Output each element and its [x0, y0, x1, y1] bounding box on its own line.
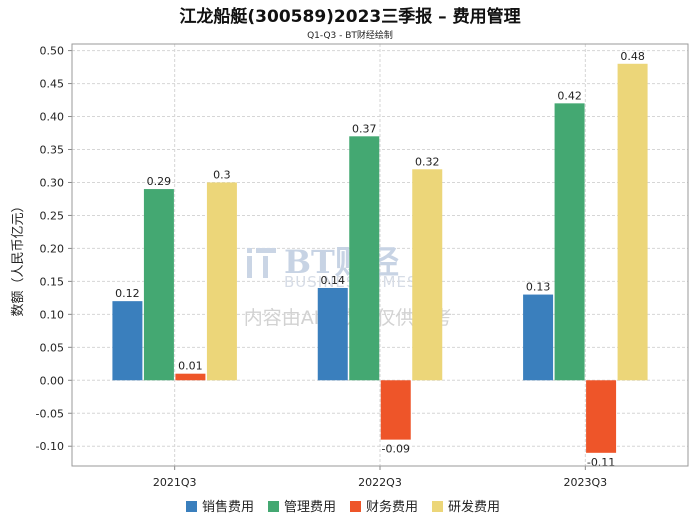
- legend-label: 销售费用: [202, 499, 254, 515]
- bar: [554, 103, 585, 381]
- bar: [412, 169, 443, 381]
- legend-swatch: [268, 501, 279, 512]
- y-tick-label: -0.10: [36, 440, 64, 453]
- chart-subtitle: Q1-Q3 - BT财经绘制: [307, 29, 393, 41]
- y-axis-label: 数额（人民币亿元）: [11, 199, 26, 316]
- bar-data-label: 0.32: [415, 155, 440, 168]
- bar: [523, 294, 554, 381]
- y-tick-label: 0.10: [40, 308, 65, 321]
- bar: [143, 189, 174, 381]
- bar-data-label: -0.11: [587, 456, 615, 469]
- x-tick-label: 2022Q3: [358, 476, 402, 489]
- x-tick-label: 2023Q3: [564, 476, 608, 489]
- watermark: BT财经 BUSINESSTIMES 内容由AI生成，仅供参考: [244, 243, 453, 329]
- legend: 销售费用 管理费用 财务费用 研发费用: [186, 499, 500, 515]
- legend-swatch: [350, 501, 361, 512]
- y-tick-label: 0.30: [40, 176, 65, 189]
- bar-data-label: 0.14: [321, 274, 346, 287]
- bar: [349, 136, 380, 381]
- watermark-note: 内容由AI生成，仅供参考: [244, 307, 453, 329]
- axes-layer: -0.10 -0.05 0.00 0.05 0.10 0.15 0.20 0.25 0.30 0.…: [36, 43, 689, 489]
- legend-label: 管理费用: [284, 500, 336, 515]
- watermark-brand: BT财经: [284, 243, 399, 281]
- y-tick-label: 0.25: [40, 209, 65, 222]
- bar-data-label: 0.37: [352, 122, 377, 135]
- bar-data-label: 0.13: [526, 281, 551, 294]
- y-tick-label: 0.35: [40, 144, 65, 157]
- bar-data-label: 0.12: [115, 287, 140, 300]
- chart-title: 江龙船艇(300589)2023三季报 – 费用管理: [179, 6, 520, 27]
- bar: [112, 301, 143, 381]
- y-tick-label: 0.15: [40, 275, 65, 288]
- bar-data-label: 0.01: [178, 360, 203, 373]
- y-tick-label: 0.20: [40, 242, 65, 255]
- y-tick-label: 0.40: [40, 111, 65, 124]
- legend-swatch: [186, 501, 197, 512]
- y-tick-label: 0.05: [40, 341, 65, 354]
- bar-data-label: -0.09: [382, 443, 410, 456]
- bar: [206, 182, 237, 381]
- y-tick-label: 0.50: [40, 45, 65, 58]
- bar-data-label: 0.3: [213, 168, 231, 181]
- bar: [317, 287, 348, 381]
- grid-layer: [72, 44, 688, 466]
- bar: [380, 380, 411, 440]
- bar: [586, 380, 617, 453]
- plot-frame: [71, 43, 689, 467]
- bar-data-label: 0.42: [557, 89, 582, 102]
- legend-swatch: [432, 501, 443, 512]
- x-tick-label: 2021Q3: [153, 476, 197, 489]
- bar-data-label: 0.29: [147, 175, 172, 188]
- bars-layer: 0.12 0.14 0.13 0.29 0.37 0.42 0.01 -0.09 -0.11 0.…: [112, 50, 648, 469]
- y-tick-label: 0.45: [40, 78, 65, 91]
- bar-data-label: 0.48: [620, 50, 645, 63]
- bar: [617, 63, 648, 381]
- legend-label: 研发费用: [448, 499, 500, 515]
- y-tick-label: -0.05: [36, 407, 64, 420]
- bar: [175, 373, 206, 381]
- bt-logo-icon: [247, 248, 276, 278]
- legend-label: 财务费用: [366, 499, 418, 515]
- y-tick-label: 0.00: [40, 374, 65, 387]
